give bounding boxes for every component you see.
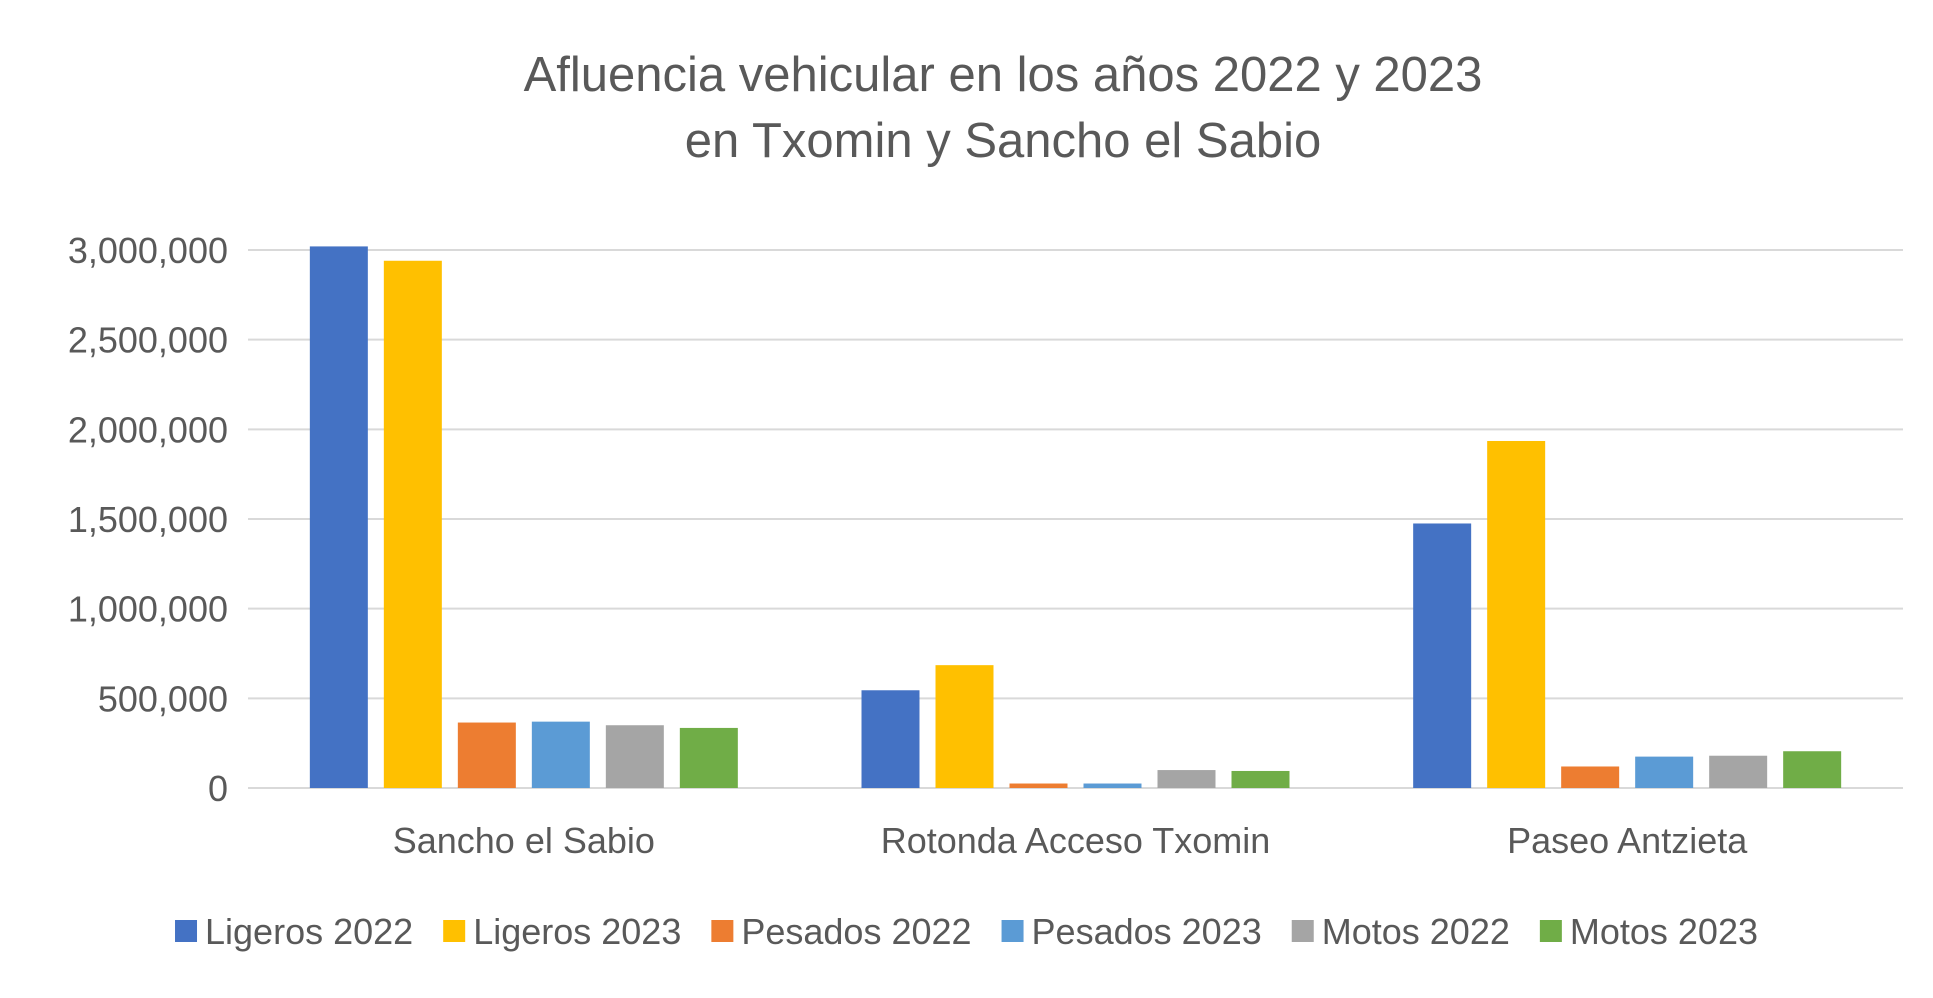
y-tick-label: 1,500,000 — [68, 499, 228, 540]
x-axis-category-labels: Sancho el Sabio Rotonda Acceso Txomin Pase… — [393, 820, 1748, 861]
bar-ligeros-2022 — [309, 246, 368, 788]
legend-swatch — [1001, 920, 1024, 942]
chart-title-line-1: Afluencia vehicular en los años 2022 y 2… — [524, 48, 1483, 102]
gridlines — [248, 249, 1903, 789]
legend-swatch — [1539, 920, 1562, 942]
y-tick-label: 1,000,000 — [68, 589, 228, 630]
y-tick-label: 500,000 — [98, 678, 228, 719]
y-tick-label: 3,000,000 — [68, 230, 228, 271]
bar-motos-2022 — [605, 725, 664, 788]
bar-motos-2023 — [1783, 751, 1842, 788]
bar-ligeros-2022 — [1413, 523, 1472, 788]
y-tick-label: 0 — [208, 768, 228, 809]
legend-label: Motos 2022 — [1322, 911, 1510, 952]
legend-swatch — [711, 920, 734, 942]
bar-pesados-2023 — [1083, 783, 1142, 788]
y-axis-tick-labels: 0 500,000 1,000,000 1,500,000 2,000,000 2,500… — [68, 230, 228, 809]
bar-motos-2023 — [1231, 770, 1290, 788]
y-tick-label: 2,000,000 — [68, 409, 228, 450]
x-category-label: Rotonda Acceso Txomin — [881, 820, 1271, 861]
bar-ligeros-2023 — [383, 260, 442, 788]
bar-ligeros-2023 — [1487, 440, 1546, 788]
y-tick-label: 2,500,000 — [68, 320, 228, 361]
bar-motos-2023 — [679, 727, 738, 788]
bar-motos-2022 — [1157, 770, 1216, 788]
bar-pesados-2023 — [1635, 756, 1694, 788]
bar-ligeros-2023 — [935, 665, 994, 788]
bars — [309, 246, 1842, 788]
x-category-label: Paseo Antzieta — [1507, 820, 1748, 861]
legend-label: Ligeros 2023 — [473, 911, 681, 952]
bar-ligeros-2022 — [861, 690, 920, 788]
legend-swatch — [443, 920, 466, 942]
legend: Ligeros 2022 Ligeros 2023 Pesados 2022 Pesa… — [175, 911, 1758, 952]
bar-pesados-2022 — [1009, 783, 1068, 788]
chart-title: Afluencia vehicular en los años 2022 y 2… — [524, 48, 1483, 168]
bar-pesados-2022 — [457, 722, 516, 788]
bar-motos-2022 — [1709, 755, 1768, 788]
legend-swatch — [175, 920, 198, 942]
bar-pesados-2023 — [531, 721, 590, 788]
legend-label: Pesados 2023 — [1032, 911, 1262, 952]
legend-swatch — [1291, 920, 1314, 942]
bar-pesados-2022 — [1561, 766, 1620, 788]
legend-label: Motos 2023 — [1570, 911, 1758, 952]
legend-label: Pesados 2022 — [741, 911, 971, 952]
x-category-label: Sancho el Sabio — [393, 820, 655, 861]
legend-label: Ligeros 2022 — [205, 911, 413, 952]
chart-title-line-2: en Txomin y Sancho el Sabio — [685, 114, 1321, 168]
